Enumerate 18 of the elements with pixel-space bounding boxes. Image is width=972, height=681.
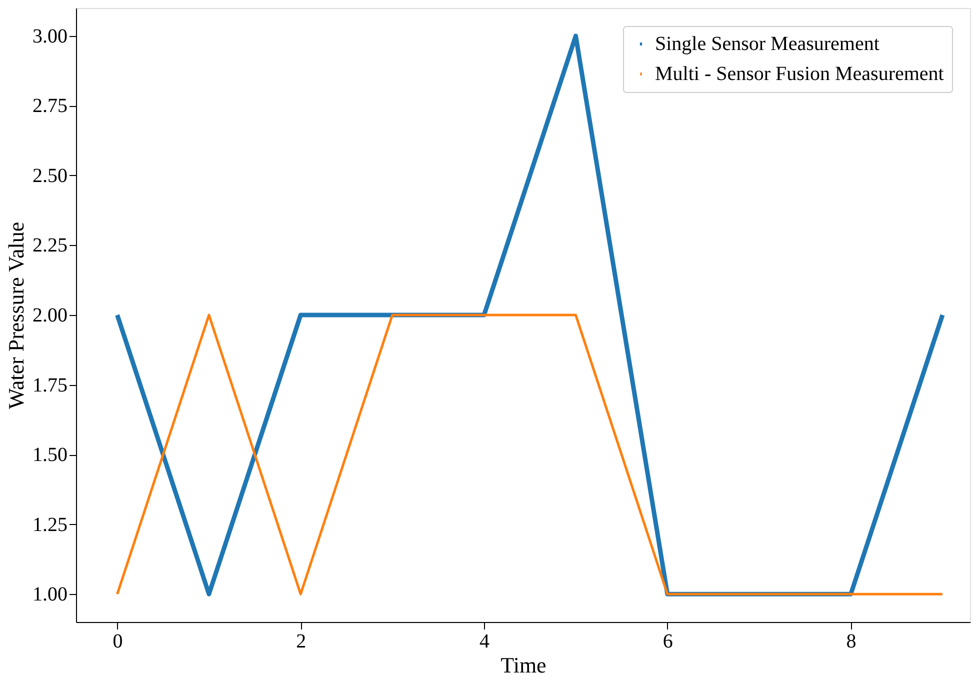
x-tick-label: 0 bbox=[112, 630, 123, 652]
y-axis-title: Water Pressure Value bbox=[4, 222, 28, 410]
x-tick-label: 4 bbox=[480, 630, 490, 652]
y-tick-label: 1.75 bbox=[32, 374, 68, 396]
x-tick-label: 8 bbox=[846, 630, 856, 652]
x-tick-label: 6 bbox=[662, 630, 673, 652]
legend-label: Single Sensor Measurement bbox=[655, 33, 880, 55]
x-tick-label: 2 bbox=[296, 630, 306, 652]
y-tick-label: 1.50 bbox=[32, 444, 68, 466]
y-tick-label: 2.75 bbox=[32, 95, 68, 118]
y-tick-label: 2.00 bbox=[32, 304, 68, 326]
y-tick-label: 2.25 bbox=[32, 234, 68, 257]
y-tick-label: 1.25 bbox=[32, 514, 68, 536]
legend-label: Multi - Sensor Fusion Measurement bbox=[655, 63, 944, 85]
y-tick-label: 2.50 bbox=[32, 164, 68, 187]
y-tick-label: 3.00 bbox=[32, 25, 68, 48]
x-axis-title: Time bbox=[500, 652, 546, 678]
y-tick-label: 1.00 bbox=[32, 584, 68, 606]
